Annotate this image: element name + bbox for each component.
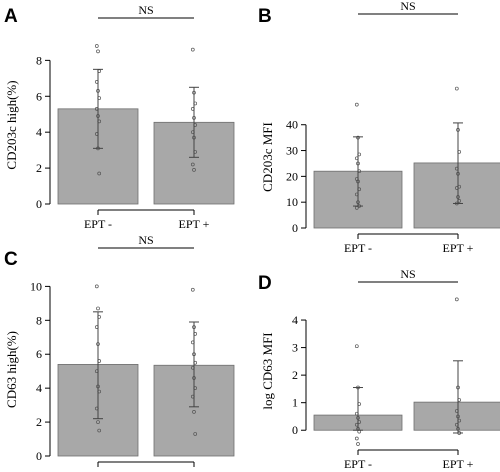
- y-tick-label: 0: [292, 221, 298, 235]
- y-tick-label: 2: [36, 161, 42, 175]
- category-label: EPT -: [84, 217, 112, 231]
- data-point: [190, 162, 195, 167]
- y-tick-label: 3: [292, 341, 298, 355]
- y-tick-label: 6: [36, 347, 42, 361]
- significance-label: NS: [400, 267, 415, 281]
- data-point: [97, 428, 102, 433]
- data-point: [190, 287, 195, 292]
- data-point: [454, 86, 459, 91]
- significance-label: NS: [400, 0, 415, 13]
- data-point: [190, 47, 195, 52]
- y-axis-label: CD203c high(%): [4, 80, 19, 169]
- significance-label: NS: [138, 3, 153, 17]
- data-point: [192, 410, 196, 414]
- data-point: [94, 44, 99, 48]
- y-tick-label: 4: [36, 381, 42, 395]
- panel-letter: B: [258, 6, 272, 27]
- panel-d: D 0 1 2 3 4 EPT - EPT + log CD63 MFI NS: [258, 267, 500, 471]
- category-label: EPT +: [179, 469, 210, 472]
- category-label: EPT -: [344, 457, 372, 471]
- y-tick-label: 2: [292, 368, 298, 382]
- category-label: EPT +: [443, 457, 474, 471]
- data-point: [192, 168, 196, 172]
- y-tick-label: 10: [286, 195, 298, 209]
- category-label: EPT +: [443, 241, 474, 255]
- data-point: [356, 442, 360, 446]
- data-point: [354, 102, 359, 107]
- y-tick-label: 0: [36, 197, 42, 211]
- y-tick-label: 6: [36, 89, 42, 103]
- y-tick-label: 1: [292, 396, 298, 410]
- y-axis-label: log CD63 MFI: [260, 332, 275, 409]
- data-point: [96, 306, 100, 311]
- y-tick-label: 10: [30, 279, 42, 293]
- significance-label: NS: [138, 233, 153, 247]
- panel-letter: C: [4, 249, 18, 270]
- category-label: EPT +: [179, 217, 210, 231]
- y-tick-label: 4: [292, 313, 298, 327]
- y-tick-label: 40: [286, 118, 298, 132]
- y-tick-label: 0: [292, 423, 298, 437]
- y-tick-label: 8: [36, 53, 42, 67]
- panel-c: C 0 2 4 6 8 10 EPT - EPT + CD63 high(%) NS: [4, 233, 235, 472]
- data-point: [354, 436, 359, 441]
- data-point: [94, 284, 99, 289]
- panel-b: B 0 10 20 30 40 EPT - EPT + CD203c MFI NS: [258, 0, 500, 255]
- y-tick-label: 8: [36, 313, 42, 327]
- y-tick-label: 4: [36, 125, 42, 139]
- data-point: [354, 344, 359, 349]
- y-tick-label: 0: [36, 449, 42, 463]
- panel-a: A 0 2 4 6 8 EPT - EPT + CD203c high(%) NS: [4, 3, 235, 231]
- category-label: EPT -: [344, 241, 372, 255]
- y-tick-label: 20: [286, 169, 298, 183]
- panel-letter: D: [258, 273, 272, 294]
- y-tick-label: 2: [36, 415, 42, 429]
- panel-letter: A: [4, 6, 18, 27]
- data-point: [96, 49, 100, 54]
- y-tick-label: 30: [286, 144, 298, 158]
- data-point: [97, 171, 102, 176]
- category-label: EPT -: [84, 469, 112, 472]
- y-axis-label: CD63 high(%): [4, 331, 19, 408]
- data-point: [96, 420, 100, 424]
- data-point: [454, 297, 459, 302]
- y-axis-label: CD203c MFI: [260, 122, 275, 192]
- data-point: [193, 432, 198, 436]
